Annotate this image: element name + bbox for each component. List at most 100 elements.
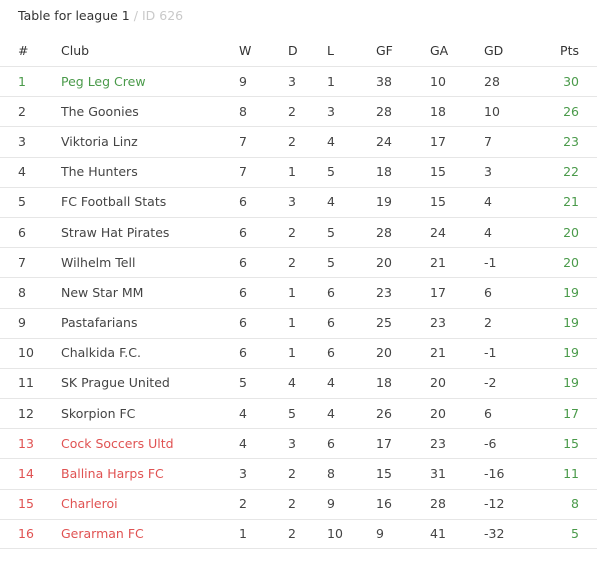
losses-value: 6 (327, 435, 335, 451)
points-value: 22 (563, 164, 579, 180)
wins-value: 6 (239, 284, 247, 300)
table-row: 16 Gerarman FC 1 2 10 9 41 -32 5 (0, 518, 597, 549)
club-name[interactable]: New Star MM (61, 284, 144, 300)
club-name[interactable]: Ballina Harps FC (61, 466, 164, 482)
column-header-gd: GD (484, 43, 504, 58)
club-name[interactable]: Peg Leg Crew (61, 73, 146, 89)
points-value: 20 (563, 254, 579, 270)
goals-for-value: 23 (376, 284, 392, 300)
goal-difference-value: 3 (484, 164, 492, 180)
wins-value: 7 (239, 164, 247, 180)
wins-value: 6 (239, 194, 247, 210)
table-row: 13 Cock Soccers Ultd 4 3 6 17 23 -6 15 (0, 428, 597, 458)
goals-against-value: 15 (430, 164, 446, 180)
club-name[interactable]: Skorpion FC (61, 405, 136, 421)
table-row: 6 Straw Hat Pirates 6 2 5 28 24 4 20 (0, 216, 597, 247)
table-row: 5 FC Football Stats 6 3 4 19 15 4 21 (0, 186, 597, 217)
goal-difference-value: 6 (484, 405, 492, 421)
losses-value: 3 (327, 103, 335, 119)
column-header-d: D (288, 43, 298, 58)
table-row: 2 The Goonies 8 2 3 28 18 10 26 (0, 96, 597, 126)
goals-against-value: 24 (430, 224, 446, 240)
goals-for-value: 25 (376, 315, 392, 331)
club-name[interactable]: FC Football Stats (61, 194, 167, 210)
goals-against-value: 18 (430, 103, 446, 119)
row-position: 9 (18, 315, 26, 331)
goals-against-value: 21 (430, 345, 446, 361)
losses-value: 6 (327, 284, 335, 300)
goals-for-value: 17 (376, 435, 392, 451)
draws-value: 2 (288, 525, 296, 541)
goals-against-value: 31 (430, 466, 446, 482)
losses-value: 8 (327, 466, 335, 482)
club-name[interactable]: The Goonies (61, 103, 139, 119)
goal-difference-value: -16 (484, 466, 505, 482)
club-name[interactable]: Straw Hat Pirates (61, 224, 170, 240)
draws-value: 3 (288, 73, 296, 89)
goal-difference-value: -6 (484, 435, 497, 451)
goals-against-value: 20 (430, 405, 446, 421)
club-name[interactable]: Wilhelm Tell (61, 254, 136, 270)
wins-value: 6 (239, 345, 247, 361)
table-row: 9 Pastafarians 6 1 6 25 23 2 19 (0, 307, 597, 338)
club-name[interactable]: Cock Soccers Ultd (61, 435, 174, 451)
wins-value: 5 (239, 375, 247, 391)
points-value: 5 (571, 525, 579, 541)
losses-value: 6 (327, 315, 335, 331)
goals-against-value: 23 (430, 315, 446, 331)
column-header-ga: GA (430, 43, 449, 58)
goals-for-value: 20 (376, 254, 392, 270)
club-name[interactable]: Charleroi (61, 496, 118, 512)
club-name[interactable]: Pastafarians (61, 315, 138, 331)
club-name[interactable]: The Hunters (61, 164, 138, 180)
goals-against-value: 21 (430, 254, 446, 270)
draws-value: 2 (288, 224, 296, 240)
title-separator: / (133, 8, 138, 23)
standings-table: # Club W D L GF GA GD Pts 1 Peg Leg Crew 9… (0, 36, 597, 549)
draws-value: 2 (288, 496, 296, 512)
league-id-label: ID 626 (141, 8, 184, 23)
table-row: 12 Skorpion FC 4 5 4 26 20 6 17 (0, 398, 597, 428)
row-position: 11 (18, 375, 34, 391)
goal-difference-value: 10 (484, 103, 500, 119)
losses-value: 4 (327, 133, 335, 149)
points-value: 15 (563, 435, 579, 451)
goals-for-value: 38 (376, 73, 392, 89)
row-position: 16 (18, 525, 34, 541)
club-name[interactable]: SK Prague United (61, 375, 170, 391)
losses-value: 9 (327, 496, 335, 512)
losses-value: 5 (327, 164, 335, 180)
losses-value: 6 (327, 345, 335, 361)
row-position: 12 (18, 405, 34, 421)
club-name[interactable]: Chalkida F.C. (61, 345, 141, 361)
points-value: 17 (563, 405, 579, 421)
club-name[interactable]: Viktoria Linz (61, 133, 138, 149)
points-value: 19 (563, 375, 579, 391)
club-name[interactable]: Gerarman FC (61, 525, 144, 541)
points-value: 20 (563, 224, 579, 240)
row-position: 13 (18, 435, 34, 451)
losses-value: 5 (327, 224, 335, 240)
losses-value: 4 (327, 194, 335, 210)
column-header-club: Club (61, 43, 90, 58)
row-position: 7 (18, 254, 26, 270)
draws-value: 3 (288, 194, 296, 210)
row-position: 3 (18, 133, 26, 149)
row-position: 14 (18, 466, 34, 482)
goals-against-value: 20 (430, 375, 446, 391)
goals-for-value: 28 (376, 224, 392, 240)
draws-value: 1 (288, 315, 296, 331)
goals-for-value: 20 (376, 345, 392, 361)
goals-for-value: 9 (376, 525, 384, 541)
wins-value: 1 (239, 525, 247, 541)
row-position: 5 (18, 194, 26, 210)
losses-value: 1 (327, 73, 335, 89)
points-value: 8 (571, 496, 579, 512)
goals-for-value: 24 (376, 133, 392, 149)
draws-value: 5 (288, 405, 296, 421)
page-title: Table for league 1/ID 626 (18, 8, 183, 23)
goals-for-value: 18 (376, 375, 392, 391)
draws-value: 1 (288, 284, 296, 300)
goals-against-value: 28 (430, 496, 446, 512)
